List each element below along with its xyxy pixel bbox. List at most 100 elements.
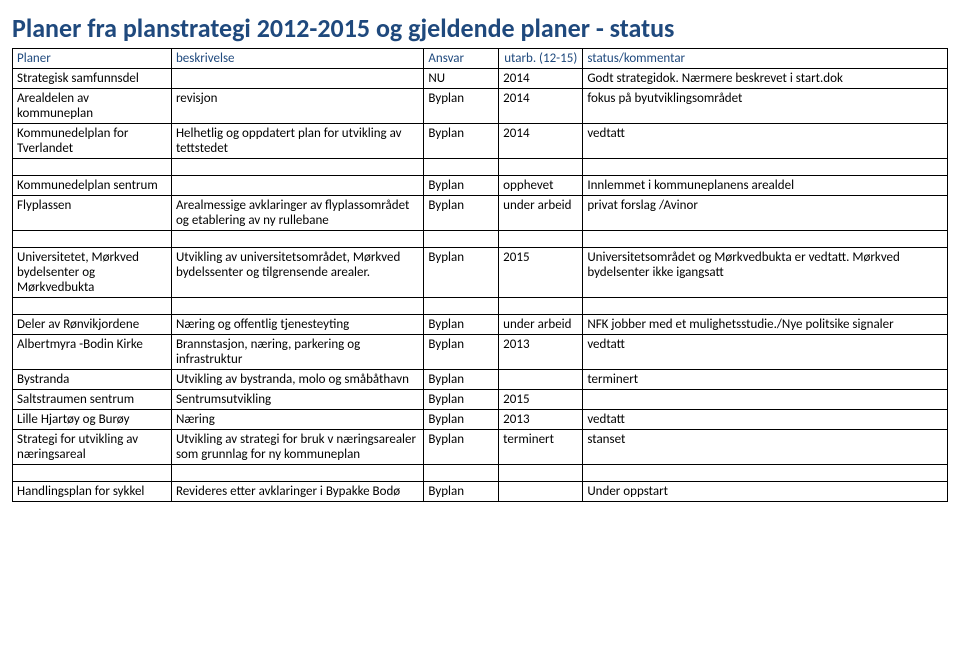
table-row <box>13 231 948 248</box>
cell-planer: Deler av Rønvikjordene <box>13 315 172 335</box>
cell-planer: Handlingsplan for sykkel <box>13 482 172 502</box>
table-row: Universitetet, Mørkved bydelsenter og Mø… <box>13 248 948 298</box>
table-row: Kommunedelplan for TverlandetHelhetlig o… <box>13 124 948 159</box>
cell-status: Innlemmet i kommuneplanens arealdel <box>583 176 948 196</box>
spacer-cell <box>171 159 423 176</box>
cell-status: NFK jobber med et mulighetsstudie./Nye p… <box>583 315 948 335</box>
cell-planer: Flyplassen <box>13 196 172 231</box>
cell-status: Universitetsområdet og Mørkvedbukta er v… <box>583 248 948 298</box>
cell-utarb <box>499 370 583 390</box>
cell-planer: Kommunedelplan for Tverlandet <box>13 124 172 159</box>
col-status: status/kommentar <box>583 49 948 69</box>
spacer-cell <box>499 298 583 315</box>
cell-status: vedtatt <box>583 410 948 430</box>
spacer-cell <box>424 231 499 248</box>
cell-planer: Universitetet, Mørkved bydelsenter og Mø… <box>13 248 172 298</box>
cell-utarb: 2014 <box>499 89 583 124</box>
spacer-cell <box>583 298 948 315</box>
cell-ansvar: Byplan <box>424 176 499 196</box>
cell-ansvar: Byplan <box>424 370 499 390</box>
table-row: Deler av RønvikjordeneNæring og offentli… <box>13 315 948 335</box>
cell-ansvar: Byplan <box>424 482 499 502</box>
table-row <box>13 159 948 176</box>
cell-status: Godt strategidok. Nærmere beskrevet i st… <box>583 69 948 89</box>
cell-planer: Albertmyra -Bodin Kirke <box>13 335 172 370</box>
spacer-cell <box>171 231 423 248</box>
cell-planer: Lille Hjartøy og Burøy <box>13 410 172 430</box>
cell-beskrivelse: Revideres etter avklaringer i Bypakke Bo… <box>171 482 423 502</box>
table-row: Handlingsplan for sykkelRevideres etter … <box>13 482 948 502</box>
spacer-cell <box>171 298 423 315</box>
cell-status: terminert <box>583 370 948 390</box>
cell-ansvar: Byplan <box>424 124 499 159</box>
cell-utarb: 2014 <box>499 69 583 89</box>
cell-ansvar: Byplan <box>424 390 499 410</box>
status-table: Planer beskrivelse Ansvar utarb. (12-15)… <box>12 48 948 502</box>
spacer-cell <box>13 231 172 248</box>
cell-ansvar: NU <box>424 69 499 89</box>
table-row: Strategisk samfunnsdel NU2014Godt strateg… <box>13 69 948 89</box>
cell-utarb: 2015 <box>499 248 583 298</box>
cell-planer: Kommunedelplan sentrum <box>13 176 172 196</box>
cell-beskrivelse: Næring <box>171 410 423 430</box>
cell-status: vedtatt <box>583 124 948 159</box>
col-beskrivelse: beskrivelse <box>171 49 423 69</box>
cell-utarb <box>499 482 583 502</box>
cell-utarb: 2014 <box>499 124 583 159</box>
table-header-row: Planer beskrivelse Ansvar utarb. (12-15)… <box>13 49 948 69</box>
spacer-cell <box>583 231 948 248</box>
cell-ansvar: Byplan <box>424 196 499 231</box>
cell-beskrivelse <box>171 176 423 196</box>
table-row <box>13 465 948 482</box>
cell-utarb: opphevet <box>499 176 583 196</box>
cell-utarb: under arbeid <box>499 315 583 335</box>
cell-utarb: 2013 <box>499 335 583 370</box>
cell-beskrivelse: Sentrumsutvikling <box>171 390 423 410</box>
table-row: Albertmyra -Bodin KirkeBrannstasjon, nær… <box>13 335 948 370</box>
cell-ansvar: Byplan <box>424 315 499 335</box>
cell-planer: Arealdelen av kommuneplan <box>13 89 172 124</box>
spacer-cell <box>13 298 172 315</box>
col-utarb: utarb. (12-15) <box>499 49 583 69</box>
table-row: Kommunedelplan sentrum ByplanopphevetInnl… <box>13 176 948 196</box>
spacer-cell <box>499 465 583 482</box>
table-row <box>13 298 948 315</box>
table-row: BystrandaUtvikling av bystranda, molo og… <box>13 370 948 390</box>
cell-planer: Strategi for utvikling av næringsareal <box>13 430 172 465</box>
cell-ansvar: Byplan <box>424 430 499 465</box>
cell-status: privat forslag /Avinor <box>583 196 948 231</box>
cell-ansvar: Byplan <box>424 248 499 298</box>
cell-planer: Bystranda <box>13 370 172 390</box>
table-row: FlyplassenArealmessige avklaringer av fl… <box>13 196 948 231</box>
spacer-cell <box>583 159 948 176</box>
cell-ansvar: Byplan <box>424 89 499 124</box>
cell-utarb: 2015 <box>499 390 583 410</box>
cell-ansvar: Byplan <box>424 410 499 430</box>
spacer-cell <box>424 465 499 482</box>
cell-beskrivelse: Næring og offentlig tjenesteyting <box>171 315 423 335</box>
cell-utarb: 2013 <box>499 410 583 430</box>
spacer-cell <box>171 465 423 482</box>
cell-planer: Strategisk samfunnsdel <box>13 69 172 89</box>
cell-status: stanset <box>583 430 948 465</box>
cell-beskrivelse: Utvikling av strategi for bruk v nærings… <box>171 430 423 465</box>
cell-beskrivelse <box>171 69 423 89</box>
col-ansvar: Ansvar <box>424 49 499 69</box>
spacer-cell <box>13 465 172 482</box>
cell-beskrivelse: revisjon <box>171 89 423 124</box>
spacer-cell <box>583 465 948 482</box>
cell-beskrivelse: Brannstasjon, næring, parkering og infra… <box>171 335 423 370</box>
cell-beskrivelse: Utvikling av universitetsområdet, Mørkve… <box>171 248 423 298</box>
table-row: Saltstraumen sentrumSentrumsutviklingByp… <box>13 390 948 410</box>
cell-beskrivelse: Utvikling av bystranda, molo og småbåtha… <box>171 370 423 390</box>
table-row: Lille Hjartøy og BurøyNæringByplan2013ve… <box>13 410 948 430</box>
cell-utarb: terminert <box>499 430 583 465</box>
spacer-cell <box>424 159 499 176</box>
spacer-cell <box>13 159 172 176</box>
cell-utarb: under arbeid <box>499 196 583 231</box>
spacer-cell <box>424 298 499 315</box>
cell-status: Under oppstart <box>583 482 948 502</box>
table-row: Arealdelen av kommuneplanrevisjonByplan2… <box>13 89 948 124</box>
col-planer: Planer <box>13 49 172 69</box>
spacer-cell <box>499 159 583 176</box>
